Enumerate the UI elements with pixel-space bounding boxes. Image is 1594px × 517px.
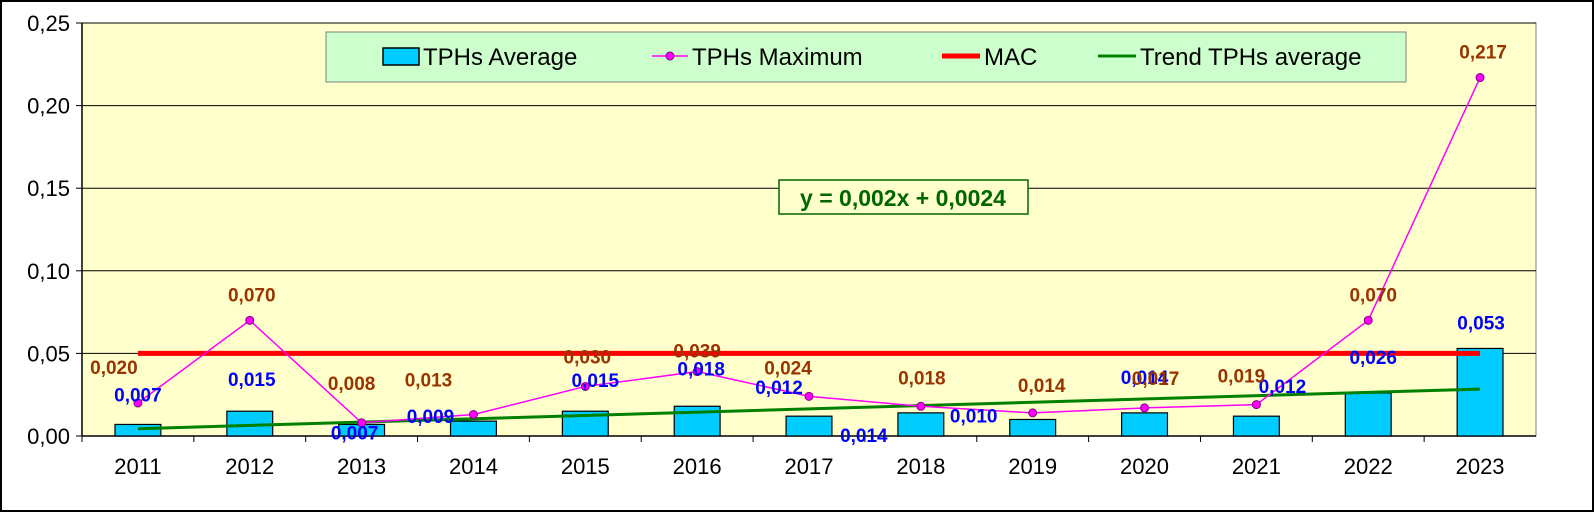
avg-data-label: 0,007 <box>114 385 162 406</box>
plot-area <box>81 22 1537 437</box>
max-marker <box>1028 408 1038 418</box>
avg-bar <box>1009 418 1057 437</box>
y-tick-label: 0,00 <box>27 424 70 449</box>
y-tick-label: 0,15 <box>27 176 70 201</box>
max-data-label: 0,030 <box>564 347 612 368</box>
avg-data-label: 0,010 <box>950 406 998 427</box>
avg-bar <box>897 412 945 437</box>
max-data-label: 0,039 <box>673 342 721 363</box>
max-data-label: 0,013 <box>405 371 453 392</box>
max-data-label: 0,008 <box>328 374 376 395</box>
max-marker <box>133 398 143 408</box>
y-tick-label: 0,05 <box>27 341 70 366</box>
avg-bar <box>1121 412 1169 437</box>
max-data-label: 0,070 <box>228 285 276 306</box>
max-data-label: 0,024 <box>764 358 812 379</box>
max-marker <box>916 401 926 411</box>
data-labels: 0,007 0,015 0,007 0,009 0,015 0,018 0,012 0,014… <box>90 43 1507 447</box>
x-tick-label: 2021 <box>1232 454 1281 479</box>
max-data-label: 0,018 <box>898 368 946 389</box>
legend-box <box>325 31 1407 83</box>
avg-data-label: 0,007 <box>331 423 379 444</box>
avg-data-label: 0,015 <box>228 370 276 391</box>
x-tick-label: 2022 <box>1344 454 1393 479</box>
max-line-layer <box>133 73 1485 428</box>
legend-label-avg: TPHs Average <box>423 44 577 71</box>
avg-bar <box>114 423 162 437</box>
legend-swatch-avg <box>382 47 420 66</box>
x-tick-label: 2023 <box>1456 454 1505 479</box>
max-data-label: 0,014 <box>1018 376 1066 397</box>
max-data-label: 0,019 <box>1218 367 1266 388</box>
max-data-label: 0,017 <box>1132 369 1180 390</box>
x-tick-label: 2016 <box>673 454 722 479</box>
avg-data-label: 0,053 <box>1457 313 1505 334</box>
max-marker <box>357 418 367 428</box>
avg-data-label: 0,014 <box>1121 368 1169 389</box>
trend-equation-box <box>778 179 1029 215</box>
avg-data-label: 0,018 <box>677 359 725 380</box>
avg-bar <box>1344 392 1392 437</box>
trend-equation: y = 0,002x + 0,0024 <box>778 179 1029 215</box>
max-marker <box>580 381 590 391</box>
x-tick-label: 2017 <box>785 454 834 479</box>
x-tick-label: 2018 <box>896 454 945 479</box>
x-tick-label: 2019 <box>1008 454 1057 479</box>
x-tick-label: 2011 <box>114 454 161 479</box>
avg-data-label: 0,026 <box>1349 348 1397 369</box>
avg-bar <box>1232 415 1280 437</box>
avg-bar <box>785 415 833 437</box>
x-tick-label: 2014 <box>449 454 498 479</box>
avg-data-label: 0,014 <box>840 426 888 447</box>
y-axis: 0,00 0,05 0,10 0,15 0,20 0,25 <box>27 11 83 449</box>
max-marker <box>245 315 255 325</box>
avg-data-label: 0,012 <box>755 378 803 399</box>
avg-bars <box>114 347 1504 437</box>
y-tick-label: 0,25 <box>27 11 70 36</box>
legend-label-max: TPHs Maximum <box>692 44 863 71</box>
max-marker <box>468 410 478 420</box>
trend-equation-text: y = 0,002x + 0,0024 <box>800 185 1006 211</box>
max-data-label: 0,020 <box>90 358 138 379</box>
x-tick-label: 2015 <box>561 454 610 479</box>
avg-data-label: 0,012 <box>1259 377 1307 398</box>
avg-bar <box>449 420 497 437</box>
max-marker <box>1251 400 1261 410</box>
max-marker <box>1475 73 1485 83</box>
legend-label-trend: Trend TPHs average <box>1140 44 1361 71</box>
max-marker <box>1140 403 1150 413</box>
avg-data-label: 0,009 <box>407 407 455 428</box>
max-marker <box>1363 315 1373 325</box>
max-data-label: 0,070 <box>1349 285 1397 306</box>
legend: TPHs Average TPHs Maximum MAC Trend TPHs… <box>325 31 1407 83</box>
y-tick-label: 0,10 <box>27 259 70 284</box>
avg-bar <box>1456 347 1504 437</box>
legend-label-mac: MAC <box>984 44 1037 71</box>
legend-swatch-max-marker <box>665 51 675 61</box>
x-tick-label: 2013 <box>337 454 386 479</box>
max-marker <box>692 367 702 377</box>
max-marker <box>804 391 814 401</box>
y-tick-label: 0,20 <box>27 94 70 119</box>
max-data-label: 0,217 <box>1459 43 1507 64</box>
x-tick-label: 2020 <box>1120 454 1169 479</box>
x-tick-label: 2012 <box>225 454 274 479</box>
avg-data-label: 0,015 <box>572 371 620 392</box>
